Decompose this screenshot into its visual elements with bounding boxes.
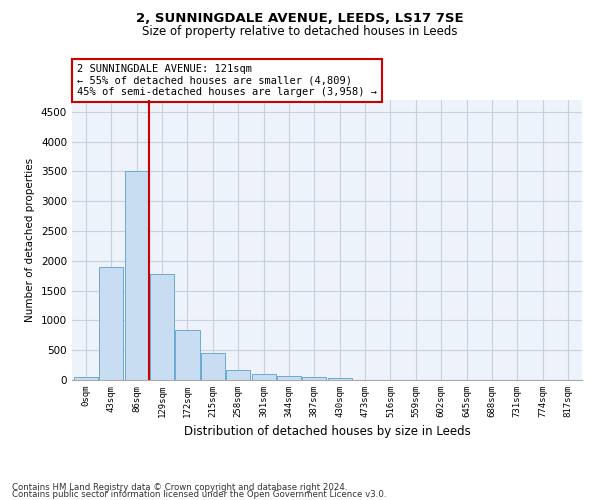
Bar — [125, 172, 149, 380]
Bar — [251, 374, 275, 380]
Bar — [175, 330, 199, 380]
Bar — [277, 376, 301, 380]
Bar — [328, 378, 352, 380]
Text: Contains public sector information licensed under the Open Government Licence v3: Contains public sector information licen… — [12, 490, 386, 499]
Text: 2, SUNNINGDALE AVENUE, LEEDS, LS17 7SE: 2, SUNNINGDALE AVENUE, LEEDS, LS17 7SE — [136, 12, 464, 26]
Bar — [302, 377, 326, 380]
Bar — [74, 377, 98, 380]
Bar — [99, 267, 124, 380]
X-axis label: Distribution of detached houses by size in Leeds: Distribution of detached houses by size … — [184, 426, 470, 438]
Text: 2 SUNNINGDALE AVENUE: 121sqm
← 55% of detached houses are smaller (4,809)
45% of: 2 SUNNINGDALE AVENUE: 121sqm ← 55% of de… — [77, 64, 377, 97]
Bar — [201, 352, 225, 380]
Bar — [150, 274, 174, 380]
Bar — [226, 370, 250, 380]
Text: Size of property relative to detached houses in Leeds: Size of property relative to detached ho… — [142, 25, 458, 38]
Y-axis label: Number of detached properties: Number of detached properties — [25, 158, 35, 322]
Text: Contains HM Land Registry data © Crown copyright and database right 2024.: Contains HM Land Registry data © Crown c… — [12, 484, 347, 492]
